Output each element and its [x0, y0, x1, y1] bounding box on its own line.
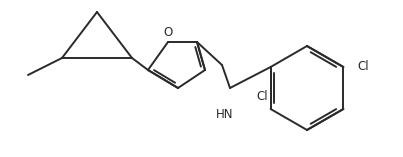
Text: HN: HN — [216, 108, 234, 121]
Text: Cl: Cl — [257, 90, 268, 103]
Text: Cl: Cl — [357, 60, 369, 73]
Text: O: O — [163, 27, 172, 40]
